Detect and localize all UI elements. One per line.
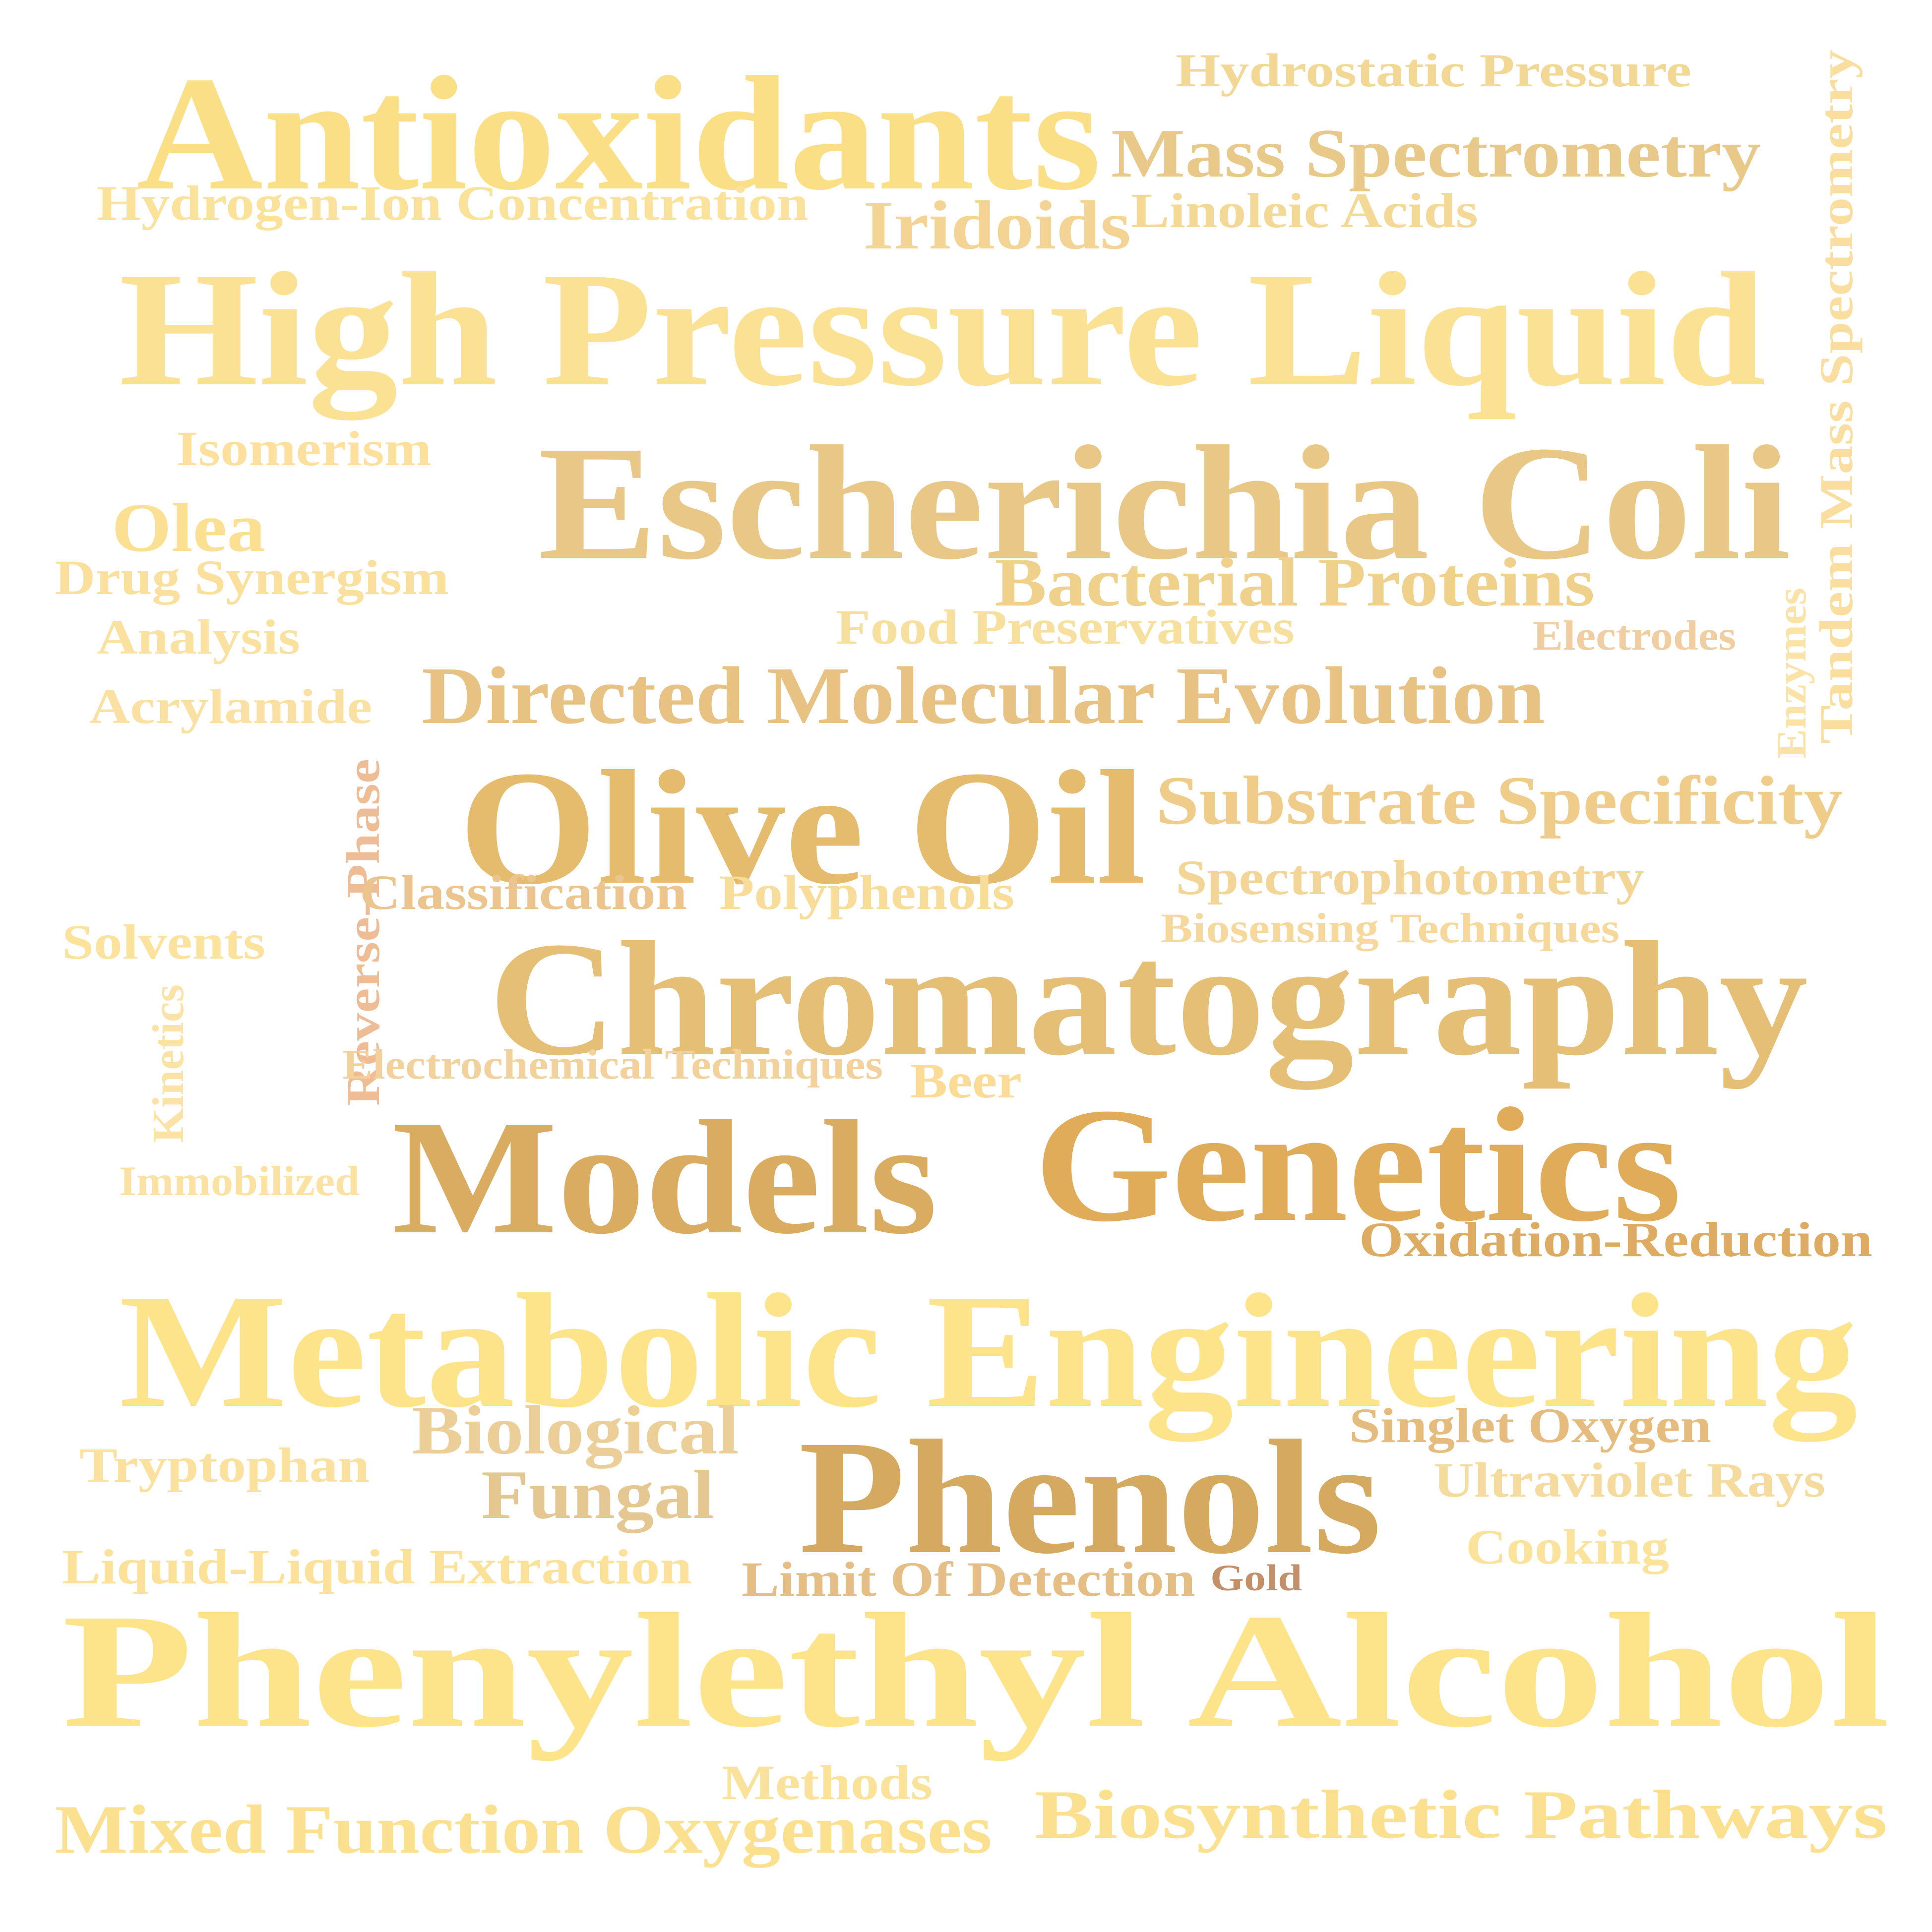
word-beer: Beer: [910, 1053, 1022, 1108]
word-immobilized: Immobilized: [119, 1158, 360, 1205]
word-liquid-liquid-extraction: Liquid-Liquid Extraction: [62, 1539, 692, 1594]
word-olive-oil: Olive Oil: [459, 737, 1146, 918]
word-isomerism: Isomerism: [176, 421, 432, 476]
word-methods: Methods: [722, 1755, 933, 1810]
word-mass-spectrometry: Mass Spectrometry: [1111, 115, 1761, 192]
word-hydrogen-ion-concentration: Hydrogen-Ion Concentration: [97, 176, 809, 231]
word-substrate-specificity: Substrate Specificity: [1156, 762, 1843, 839]
word-fungal: Fungal: [481, 1456, 714, 1533]
word-directed-molecular-evolution: Directed Molecular Evolution: [422, 650, 1545, 741]
word-escherichia-coli: Escherichia Coli: [538, 413, 1791, 594]
word-bacterial-proteins: Bacterial Proteins: [995, 544, 1595, 621]
word-high-pressure-liquid: High Pressure Liquid: [119, 239, 1766, 420]
word-drug-synergism: Drug Synergism: [55, 550, 449, 605]
word-iridoids: Iridoids: [863, 187, 1131, 264]
word-solvents: Solvents: [62, 914, 265, 969]
word-mixed-function-oxygenases: Mixed Function Oxygenases: [55, 1791, 992, 1868]
word-olea: Olea: [112, 489, 265, 566]
word-genetics: Genetics: [1034, 1075, 1682, 1256]
word-linoleic-acids: Linoleic Acids: [1131, 183, 1478, 238]
word-electrodes: Electrodes: [1533, 612, 1736, 659]
word-acrylamide: Acrylamide: [89, 679, 372, 734]
word-kinetics: Kinetics: [144, 984, 193, 1143]
word-polyphenols: Polyphenols: [719, 865, 1014, 920]
word-tryptophan: Tryptophan: [79, 1438, 370, 1493]
word-gold: Gold: [1210, 1558, 1302, 1599]
word-electrochemical-techniques: Electrochemical Techniques: [342, 1041, 883, 1088]
word-analysis: Analysis: [97, 609, 300, 664]
word-metabolic-engineering: Metabolic Engineering: [119, 1261, 1858, 1442]
word-oxidation-reduction: Oxidation-Reduction: [1359, 1212, 1872, 1267]
word-models: Models: [392, 1087, 937, 1268]
word-phenols: Phenols: [799, 1407, 1381, 1588]
word-biological: Biological: [412, 1392, 739, 1469]
word-enzymes: Enzymes: [1768, 588, 1815, 759]
word-hydrostatic-pressure: Hydrostatic Pressure: [1176, 44, 1691, 97]
word-spectrophotometry: Spectrophotometry: [1176, 850, 1644, 905]
word-antioxidants: Antioxidants: [136, 43, 1101, 224]
word-biosynthetic-pathways: Biosynthetic Pathways: [1034, 1776, 1887, 1853]
word-singlet-oxygen: Singlet Oxygen: [1349, 1398, 1711, 1453]
word-ultraviolet-rays: Ultraviolet Rays: [1433, 1452, 1825, 1508]
word-classification: Classification: [360, 865, 687, 920]
word-phenylethyl-alcohol: Phenylethyl Alcohol: [62, 1580, 1890, 1761]
word-food-preservatives: Food Preservatives: [836, 600, 1295, 655]
word-chromatography: Chromatography: [489, 908, 1808, 1089]
word-biosensing-techniques: Biosensing Techniques: [1161, 905, 1620, 952]
word-tandem-mass-spectrometry: Tandem Mass Spectrometry: [1810, 50, 1863, 744]
word-cooking: Cooking: [1466, 1519, 1669, 1574]
word-limit-of-detection: Limit Of Detection: [742, 1552, 1195, 1607]
